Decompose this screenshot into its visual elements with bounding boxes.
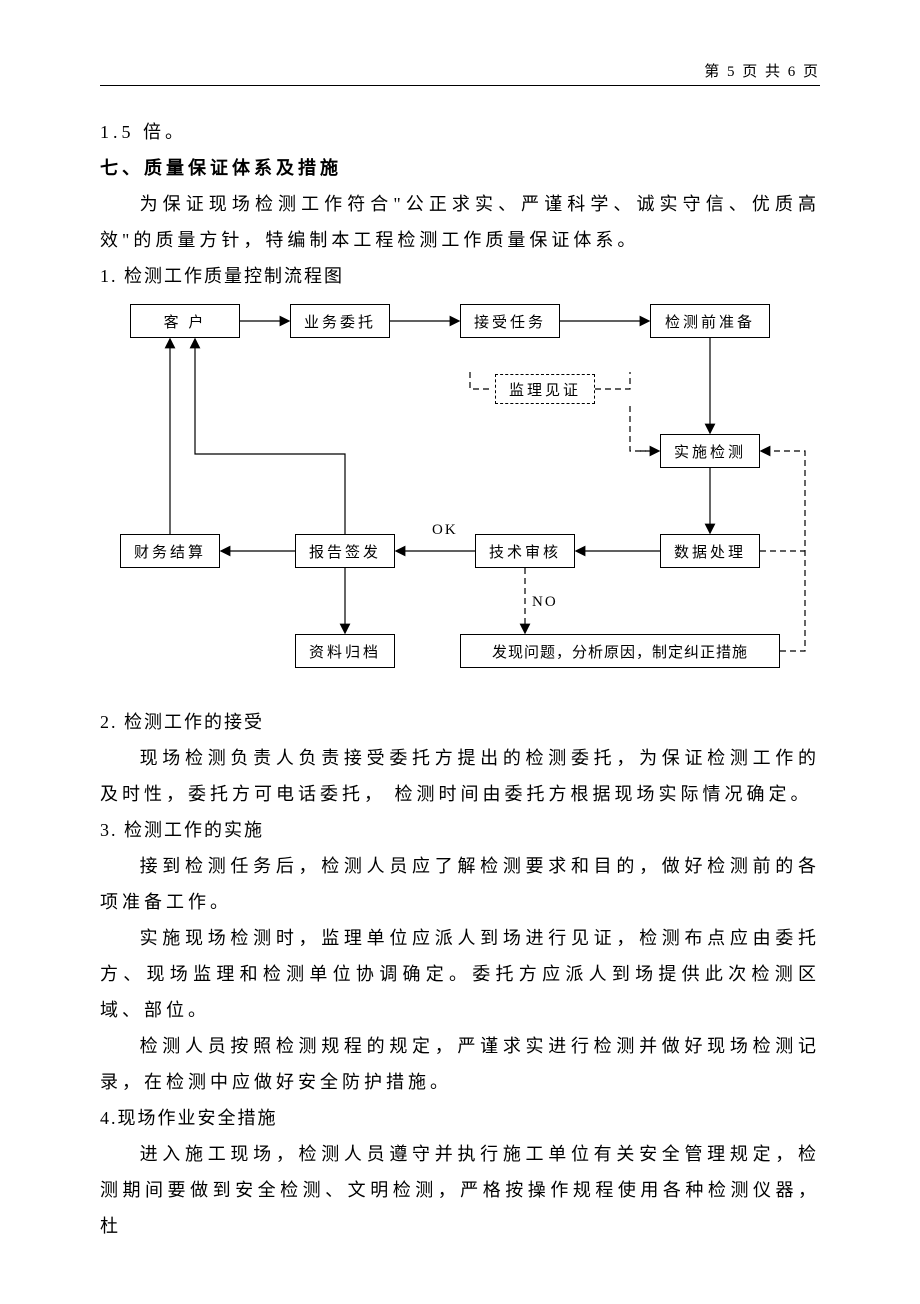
node-prepare: 检测前准备 — [650, 304, 770, 338]
document-page: 第 5 页 共 6 页 1.5 倍。 七、质量保证体系及措施 为保证现场检测工作… — [0, 0, 920, 1304]
subsection-4-heading: 4.现场作业安全措施 — [100, 1100, 820, 1136]
subsection-3-body-2: 实施现场检测时，监理单位应派人到场进行见证，检测布点应由委托方、现场监理和检测单… — [100, 920, 820, 1028]
subsection-4-body: 进入施工现场，检测人员遵守并执行施工单位有关安全管理规定，检测期间要做到安全检测… — [100, 1136, 820, 1244]
flowchart-edges — [100, 304, 820, 684]
node-customer: 客 户 — [130, 304, 240, 338]
node-techrev: 技术审核 — [475, 534, 575, 568]
node-archive: 资料归档 — [295, 634, 395, 668]
edge-label-no: NO — [530, 594, 560, 611]
subsection-3-heading: 3. 检测工作的实施 — [100, 812, 820, 848]
subsection-2-heading: 2. 检测工作的接受 — [100, 704, 820, 740]
node-dataproc: 数据处理 — [660, 534, 760, 568]
page-number: 第 5 页 共 6 页 — [704, 64, 820, 80]
subsection-3-body-1: 接到检测任务后，检测人员应了解检测要求和目的，做好检测前的各项准备工作。 — [100, 848, 820, 920]
edge-label-ok: OK — [430, 522, 460, 539]
node-witness: 监理见证 — [495, 374, 595, 404]
section-7-heading: 七、质量保证体系及措施 — [100, 150, 820, 186]
page-header: 第 5 页 共 6 页 — [100, 60, 820, 86]
node-entrust: 业务委托 — [290, 304, 390, 338]
subsection-2-body: 现场检测负责人负责接受委托方提出的检测委托，为保证检测工作的及时性，委托方可电话… — [100, 740, 820, 812]
node-problem: 发现问题，分析原因，制定纠正措施 — [460, 634, 780, 668]
section-7-intro: 为保证现场检测工作符合"公正求实、严谨科学、诚实守信、优质高效"的质量方针，特编… — [100, 186, 820, 258]
continuation-text: 1.5 倍。 — [100, 114, 820, 150]
node-report: 报告签发 — [295, 534, 395, 568]
node-implement: 实施检测 — [660, 434, 760, 468]
node-finance: 财务结算 — [120, 534, 220, 568]
subsection-3-body-3: 检测人员按照检测规程的规定，严谨求实进行检测并做好现场检测记录，在检测中应做好安… — [100, 1028, 820, 1100]
subsection-1-heading: 1. 检测工作质量控制流程图 — [100, 258, 820, 294]
quality-control-flowchart: 客 户 业务委托 接受任务 检测前准备 监理见证 实施检测 数据处理 技术审核 … — [100, 304, 820, 684]
node-accept: 接受任务 — [460, 304, 560, 338]
